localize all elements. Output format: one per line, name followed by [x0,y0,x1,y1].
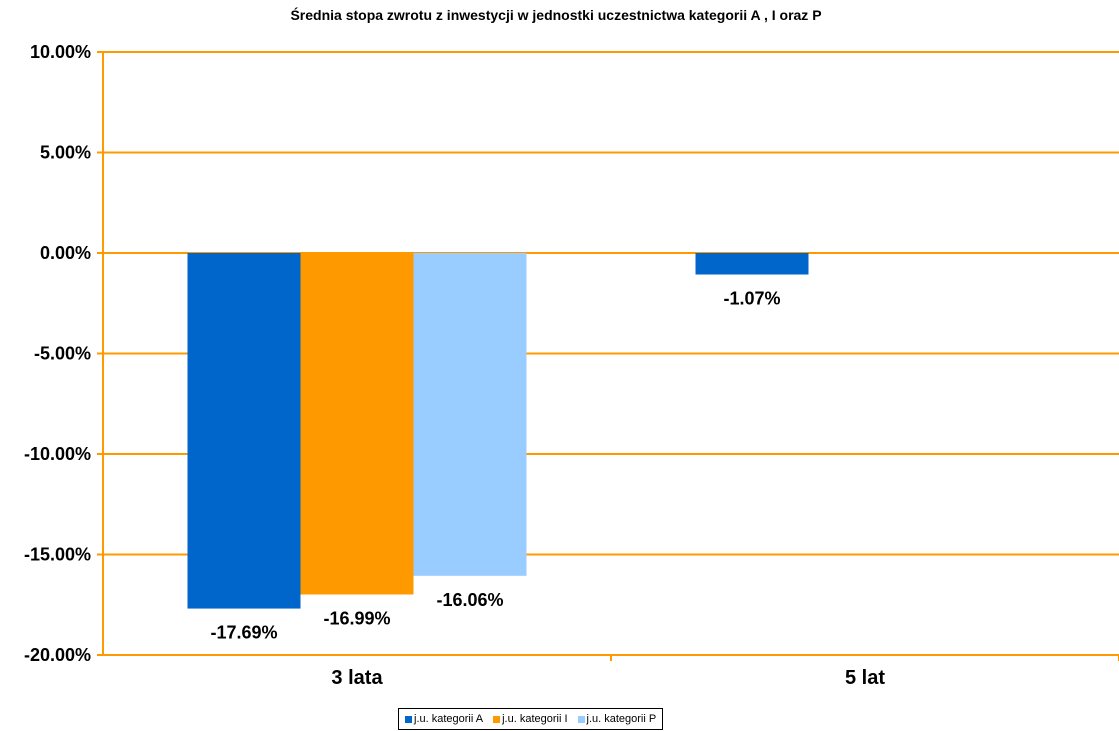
y-axis-tick-labels: 10.00% 5.00% 0.00% -5.00% -10.00% -15.00% -20.… [24,42,91,665]
y-axis-tick-label: -15.00% [24,545,91,565]
data-label: -16.99% [323,608,390,628]
legend-entry-series-i: j.u. kategorii I [493,713,568,725]
y-axis-tick-label: 5.00% [40,143,91,163]
x-axis-tick-label: 5 lat [845,667,885,689]
x-axis-tick-label: 3 lata [331,667,383,689]
axis-layer [97,51,1119,661]
data-label: -17.69% [210,623,277,643]
legend-swatch-series-p [577,715,585,723]
y-axis-tick-label: 10.00% [30,42,91,62]
legend-label-series-a: j.u. kategorii A [414,713,484,725]
bar [300,253,414,595]
bar [413,253,527,576]
legend-label-series-i: j.u. kategorii I [502,713,568,725]
legend-label-series-p: j.u. kategorii P [586,713,657,725]
legend-swatch-series-a [405,715,412,723]
chart-title: Średnia stopa zwrotu z inwestycji w jedn… [290,6,821,23]
legend-entry-series-p: j.u. kategorii P [577,713,657,725]
y-axis-tick-label: -10.00% [24,444,91,464]
data-label: -1.07% [723,289,780,309]
y-axis-tick-label: -5.00% [34,344,91,364]
bars-layer [187,253,809,609]
data-labels-layer: -17.69% -16.99% -16.06% -1.07% [210,289,780,643]
legend-swatch-series-i [493,715,501,723]
x-axis-tick-labels: 3 lata 5 lat [331,667,885,689]
y-axis-tick-label: -20.00% [24,645,91,665]
chart-legend: j.u. kategorii A j.u. kategorii I j.u. k… [398,708,664,730]
bar [187,253,301,609]
y-axis-tick-label: 0.00% [40,243,91,263]
legend-entry-series-a: j.u. kategorii A [405,713,483,725]
bar [695,253,809,275]
data-label: -16.06% [436,590,503,610]
